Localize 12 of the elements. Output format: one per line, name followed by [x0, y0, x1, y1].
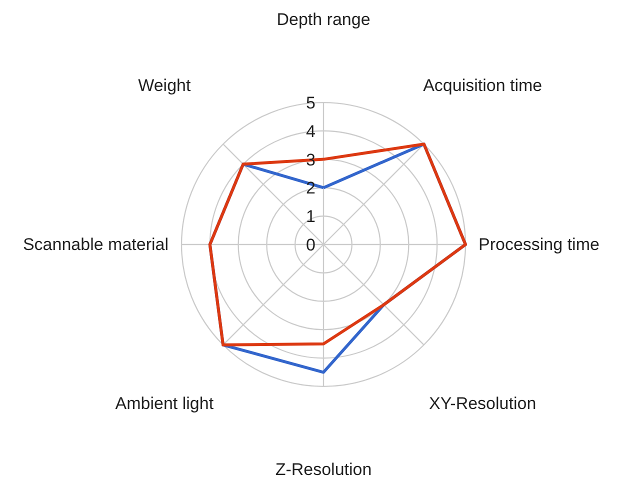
y-tick-label: 4 — [306, 122, 316, 141]
spoke-label: Processing time — [478, 235, 600, 254]
spoke-label: Depth range — [276, 10, 370, 29]
y-tick-label: 5 — [306, 94, 316, 112]
y-tick-label: 0 — [306, 236, 316, 254]
spoke-label: Acquisition time — [423, 76, 542, 95]
y-tick-label: 1 — [306, 207, 316, 226]
spoke-label: XY-Resolution — [429, 394, 536, 414]
spoke-label: Scannable material — [22, 235, 168, 254]
spoke-label: Weight — [138, 76, 191, 95]
spoke-label: Ambient light — [115, 394, 214, 414]
spoke-label: Z-Resolution — [275, 460, 372, 479]
